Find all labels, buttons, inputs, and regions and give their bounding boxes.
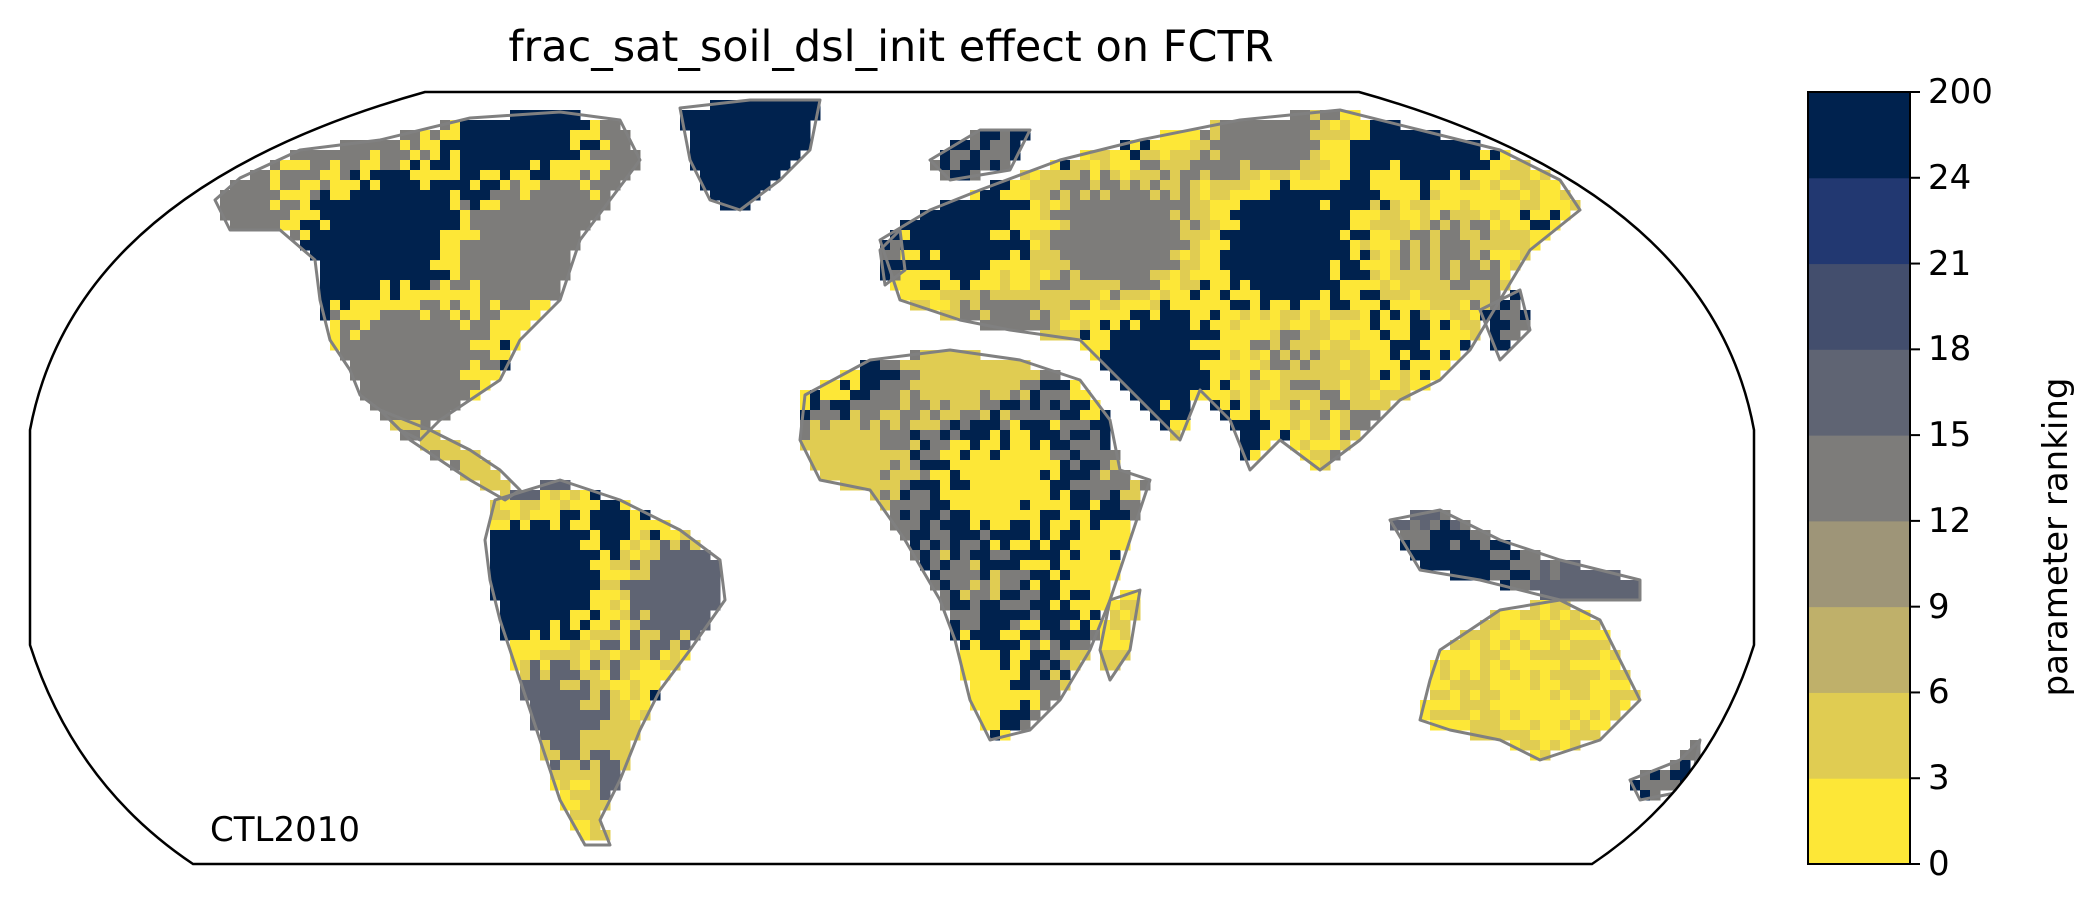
coastline-eurasia [878, 108, 1582, 472]
land-greenland [680, 100, 821, 211]
coastline-africa [798, 348, 1152, 742]
coastlines [213, 98, 1702, 847]
colorbar-tick-label: 9 [1928, 586, 1950, 627]
coastline-greenland [678, 98, 822, 212]
colorbar-frame [1807, 91, 1911, 865]
coastline-indonesia [1388, 508, 1642, 602]
land-indonesia [1390, 510, 1641, 601]
map-title: frac_sat_soil_dsl_init effect on FCTR [508, 22, 1274, 72]
colorbar-tick-label: 0 [1928, 844, 1950, 884]
colorbar-bin-18-21 [1808, 263, 1910, 350]
coastline-south-america [483, 478, 727, 847]
land-africa [800, 350, 1151, 741]
globe-frame [28, 90, 1756, 866]
land-arctic-islands [930, 130, 1031, 181]
colorbar-tick-label: 21 [1928, 243, 1972, 284]
coastline-madagascar [1098, 588, 1142, 682]
coastline-arctic-islands [928, 128, 1032, 182]
colorbar-bin-3-6 [1808, 692, 1910, 779]
coastline-japan [1478, 288, 1532, 362]
colorbar-tick-label: 12 [1928, 500, 1972, 541]
colorbar-tick-label: 15 [1928, 415, 1972, 456]
colorbar-bin-0-3 [1808, 778, 1910, 865]
land-cells [220, 100, 1701, 841]
coastline-australia [1418, 598, 1642, 762]
colorbar-bin-9-12 [1808, 520, 1910, 608]
colorbar-bin-24-200 [1808, 92, 1910, 179]
land-north-america [220, 110, 641, 441]
colorbar-tick-label: 24 [1928, 157, 1972, 198]
land-south-america [490, 480, 721, 841]
colorbar-tick-label: 6 [1928, 672, 1950, 713]
colorbar-tick-label: 200 [1928, 72, 1993, 112]
colorbar-bin-15-18 [1808, 349, 1910, 436]
colorbar-tick-label: 18 [1928, 329, 1972, 370]
colorbar-bin-12-15 [1808, 435, 1910, 522]
colorbar-bin-21-24 [1808, 177, 1910, 265]
land-eurasia [880, 110, 1581, 471]
coastline-uk [878, 228, 907, 287]
colorbar-tick-label: 3 [1928, 758, 1950, 799]
colorbar-label: parameter ranking [2036, 377, 2076, 697]
experiment-annotation: CTL2010 [210, 810, 360, 850]
colorbar-bin-6-9 [1808, 606, 1910, 693]
coastline-north-america [213, 110, 642, 442]
